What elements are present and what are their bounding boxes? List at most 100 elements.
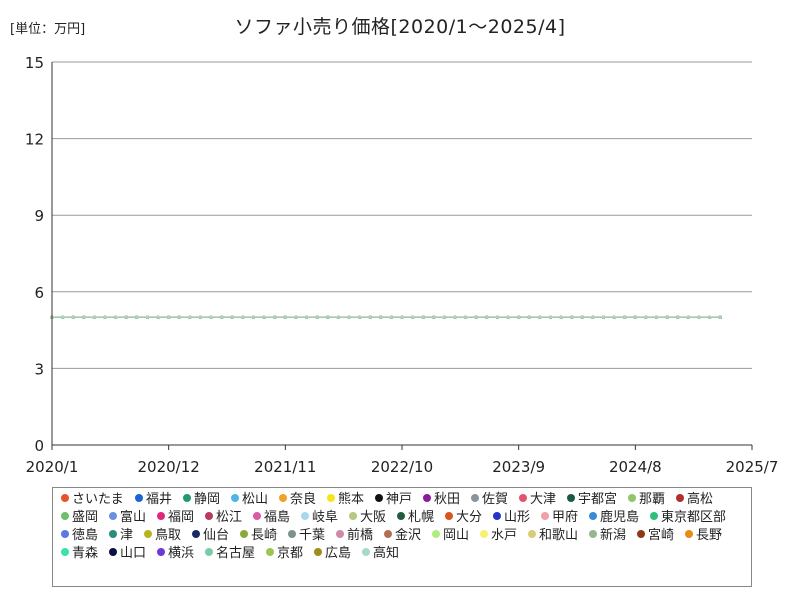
- legend-label: さいたま: [72, 492, 124, 507]
- legend-marker: [192, 530, 200, 538]
- data-point: [92, 315, 96, 319]
- data-point: [665, 315, 669, 319]
- legend-marker: [445, 512, 453, 520]
- data-point: [198, 315, 203, 319]
- data-point: [273, 315, 277, 319]
- legend-label: 秋田: [434, 492, 460, 507]
- legend-marker: [231, 494, 239, 502]
- legend-label: 富山: [120, 509, 146, 525]
- data-point: [538, 315, 542, 319]
- legend-item: 岐阜: [301, 509, 338, 525]
- legend-item: 奈良: [279, 491, 316, 507]
- legend-item: 福岡: [157, 510, 194, 525]
- data-point: [71, 315, 75, 319]
- legend-label: 那覇: [639, 492, 665, 507]
- legend-marker: [205, 512, 213, 520]
- legend-marker: [61, 530, 69, 538]
- data-point: [654, 315, 659, 319]
- legend-item: 宮崎: [637, 527, 674, 543]
- legend-marker: [362, 548, 370, 556]
- data-point: [209, 315, 213, 319]
- legend-marker: [471, 494, 479, 502]
- y-tick-label: 0: [34, 437, 44, 455]
- legend-label: 福岡: [168, 510, 194, 525]
- legend-item: 静岡: [183, 492, 220, 507]
- legend-marker: [432, 530, 440, 538]
- legend-label: 高松: [687, 491, 713, 507]
- legend-item: 横浜: [157, 546, 194, 561]
- legend-item: 東京都区部: [650, 509, 726, 525]
- legend-item: 山口: [109, 546, 146, 561]
- data-point: [315, 315, 319, 319]
- legend-marker: [135, 494, 143, 502]
- legend-label: 長崎: [251, 528, 277, 543]
- legend-label: 山形: [504, 510, 530, 525]
- legend-item: 松山: [231, 492, 268, 507]
- legend-item: 青森: [61, 546, 98, 561]
- legend-label: 静岡: [194, 492, 220, 507]
- legend: さいたま 福井 静岡 松山 奈良 熊本 神戸 秋田 佐賀 大津 宇都宮 那覇 高松 盛岡 富山 福岡 松江 福島 岐…: [52, 487, 752, 587]
- legend-marker: [109, 530, 117, 538]
- y-tick-label: 12: [25, 131, 44, 149]
- legend-item: 佐賀: [471, 492, 508, 507]
- data-point: [676, 315, 680, 319]
- legend-label: 岐阜: [312, 509, 338, 525]
- legend-marker: [109, 512, 117, 520]
- data-point: [114, 315, 118, 319]
- data-point: [474, 315, 478, 319]
- legend-item: 秋田: [423, 492, 460, 507]
- legend-label: 鳥取: [155, 528, 181, 543]
- data-point: [336, 315, 340, 319]
- data-point: [379, 315, 383, 319]
- data-point: [453, 315, 457, 319]
- legend-item: 大分: [445, 510, 482, 525]
- legend-label: 奈良: [290, 491, 316, 507]
- data-point: [527, 315, 531, 319]
- legend-marker: [144, 530, 152, 538]
- data-point: [495, 315, 500, 319]
- x-tick-label: 2023/9: [492, 458, 545, 476]
- legend-marker: [589, 530, 597, 538]
- legend-marker: [519, 494, 527, 502]
- data-point: [464, 315, 468, 319]
- data-point: [442, 315, 446, 319]
- data-point: [135, 315, 139, 319]
- legend-label: 長野: [696, 528, 722, 543]
- y-tick-label: 6: [34, 284, 44, 302]
- data-point: [241, 315, 245, 319]
- legend-item: 那覇: [628, 492, 665, 507]
- x-tick-label: 2020/1: [26, 458, 79, 476]
- legend-item: 長崎: [240, 528, 277, 543]
- data-point: [347, 315, 351, 319]
- legend-item: 前橋: [336, 527, 373, 543]
- legend-label: 東京都区部: [661, 509, 726, 525]
- data-point: [230, 315, 234, 319]
- y-tick-label: 3: [34, 360, 44, 378]
- legend-item: 宇都宮: [567, 491, 617, 507]
- legend-marker: [253, 512, 261, 520]
- data-point: [220, 315, 224, 319]
- legend-label: 宇都宮: [578, 491, 617, 507]
- data-point: [262, 315, 266, 319]
- legend-marker: [288, 530, 296, 538]
- legend-marker: [493, 512, 501, 520]
- data-point: [580, 315, 584, 319]
- legend-marker: [183, 494, 191, 502]
- x-tick-label: 2025/7: [726, 458, 779, 476]
- legend-item: 高松: [676, 491, 713, 507]
- legend-item: 盛岡: [61, 510, 98, 525]
- legend-marker: [628, 494, 636, 502]
- legend-item: 熊本: [327, 491, 364, 507]
- y-tick-label: 9: [34, 207, 44, 225]
- legend-marker: [567, 494, 575, 502]
- legend-item: 大阪: [349, 510, 386, 525]
- legend-label: 前橋: [347, 527, 373, 543]
- legend-label: 和歌山: [539, 528, 578, 543]
- data-point: [103, 315, 107, 319]
- legend-label: 仙台: [203, 528, 229, 543]
- legend-label: 熊本: [338, 491, 364, 507]
- unit-label: [単位：万円]: [10, 22, 86, 37]
- legend-label: 徳島: [72, 528, 98, 543]
